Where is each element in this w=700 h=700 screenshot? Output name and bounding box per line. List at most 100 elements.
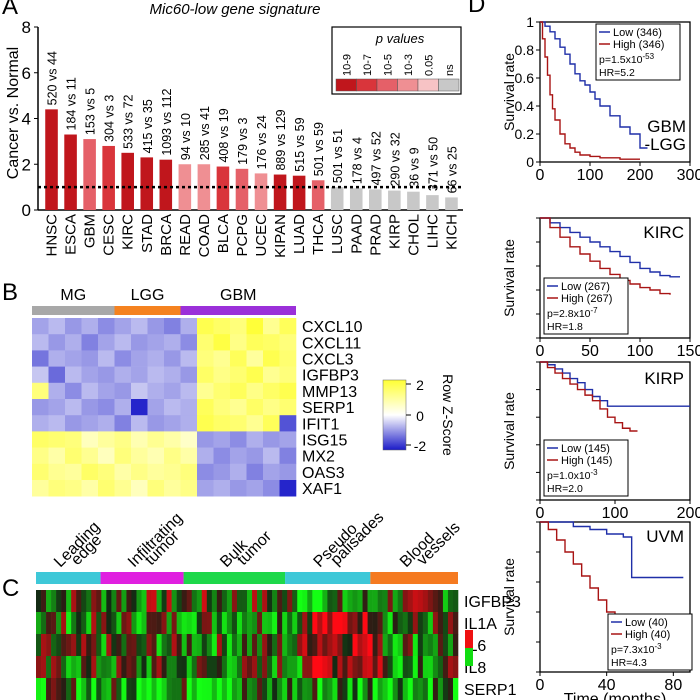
heatmap-cell xyxy=(246,334,264,351)
km-hazard-ratio: HR=4.3 xyxy=(611,657,647,669)
expression-cell xyxy=(447,590,454,613)
expression-cell xyxy=(81,678,87,700)
heatmap-gene-cxcl3: CXCL3 xyxy=(302,352,354,369)
bar-sample-label-prad: 497 vs 52 xyxy=(369,131,383,185)
expression-cell xyxy=(81,656,87,679)
expression-cell xyxy=(241,612,248,635)
expression-cell xyxy=(412,678,419,700)
expression-cell xyxy=(312,656,318,679)
km-x-tick-label: 100 xyxy=(577,167,604,184)
expression-cell xyxy=(427,612,434,635)
heatmap-cell xyxy=(230,431,247,448)
heatmap-cell xyxy=(81,382,99,400)
expression-cell xyxy=(387,678,393,700)
heatmap-cell xyxy=(65,415,82,432)
expression-cell xyxy=(407,678,414,700)
heatmap-cell xyxy=(65,463,82,481)
expression-cell xyxy=(447,678,454,700)
expression-cell xyxy=(377,634,383,657)
heatmap-cell xyxy=(246,480,264,497)
expression-cell xyxy=(51,634,57,657)
heatmap-cell xyxy=(32,480,49,497)
expression-cell xyxy=(81,612,87,635)
expression-cell xyxy=(86,590,92,613)
expression-cell xyxy=(387,590,393,613)
expression-cell xyxy=(141,656,147,679)
expression-cell xyxy=(262,678,268,700)
km-x-tick-label: 300 xyxy=(677,167,700,184)
legend-label-3: 10-3 xyxy=(403,54,415,76)
expression-cell xyxy=(402,678,409,700)
expression-cell xyxy=(51,590,57,613)
km-legend-label: High (145) xyxy=(561,455,612,467)
legend-swatch-4 xyxy=(417,78,439,92)
expression-key-low xyxy=(465,648,473,666)
expression-cell xyxy=(272,590,278,613)
heatmap-cell xyxy=(263,399,280,416)
heatmap-cell xyxy=(131,382,148,400)
heatmap-cell xyxy=(246,399,264,416)
km-legend-box xyxy=(543,277,629,335)
heatmap-cell xyxy=(48,447,66,465)
expression-cell xyxy=(171,678,177,700)
expression-cell xyxy=(267,656,273,679)
expression-cell xyxy=(196,634,203,657)
heatmap-cell xyxy=(213,415,231,432)
region-bar-3 xyxy=(285,572,371,584)
legend-title: p values xyxy=(375,31,425,46)
expression-cell xyxy=(226,678,233,700)
km-xlabel: Time (months) xyxy=(564,691,667,700)
z-tick-label-0: 0 xyxy=(416,408,424,424)
heatmap-cell xyxy=(197,431,214,448)
expression-cell xyxy=(297,678,303,700)
expression-cell xyxy=(282,656,288,679)
expression-cell xyxy=(347,656,353,679)
expression-cell xyxy=(156,612,162,635)
km-legend-label: High (267) xyxy=(561,293,612,305)
x-tick-label-cesc: CESC xyxy=(101,214,118,256)
heatmap-cell xyxy=(180,480,198,497)
expression-cell xyxy=(116,678,122,700)
legend-label-5: ns xyxy=(444,64,456,76)
km-curve-low xyxy=(540,21,648,149)
expression-cell xyxy=(327,590,333,613)
panel-a-ylabel: Cancer vs. Normal xyxy=(5,47,22,179)
x-tick-label-thca: THCA xyxy=(310,214,327,255)
km-plot-label: KIRP xyxy=(644,369,684,388)
heatmap-cell xyxy=(180,334,198,351)
expression-cell xyxy=(392,634,399,657)
expression-cell xyxy=(452,634,459,657)
expression-cell xyxy=(201,612,208,635)
expression-cell xyxy=(66,634,72,657)
expression-cell xyxy=(161,678,167,700)
expression-cell xyxy=(161,590,167,613)
expression-cell xyxy=(141,590,147,613)
expression-cell xyxy=(367,656,373,679)
heatmap-cell xyxy=(114,382,132,400)
x-tick-label-hnsc: HNSC xyxy=(44,214,61,257)
km-curve-low xyxy=(540,217,680,278)
expression-cell xyxy=(46,678,52,700)
expression-cell xyxy=(216,656,223,679)
expression-cell xyxy=(412,590,419,613)
expression-cell xyxy=(46,590,52,613)
bar-kich xyxy=(445,197,458,210)
heatmap-cell xyxy=(114,399,132,416)
expression-cell xyxy=(372,612,378,635)
km-frame xyxy=(539,521,691,673)
expression-cell xyxy=(231,634,238,657)
expression-cell xyxy=(216,590,223,613)
expression-cell xyxy=(432,612,439,635)
expression-cell xyxy=(41,590,47,613)
expression-cell xyxy=(121,634,127,657)
heatmap-cell xyxy=(180,447,198,465)
expression-cell xyxy=(387,656,393,679)
km-curve-low xyxy=(540,521,684,579)
expression-cell xyxy=(452,612,459,635)
expression-cell xyxy=(337,590,343,613)
expression-cell xyxy=(307,656,313,679)
expression-cell xyxy=(116,612,122,635)
expression-cell xyxy=(176,678,182,700)
expression-cell xyxy=(352,590,358,613)
expression-cell xyxy=(41,678,47,700)
